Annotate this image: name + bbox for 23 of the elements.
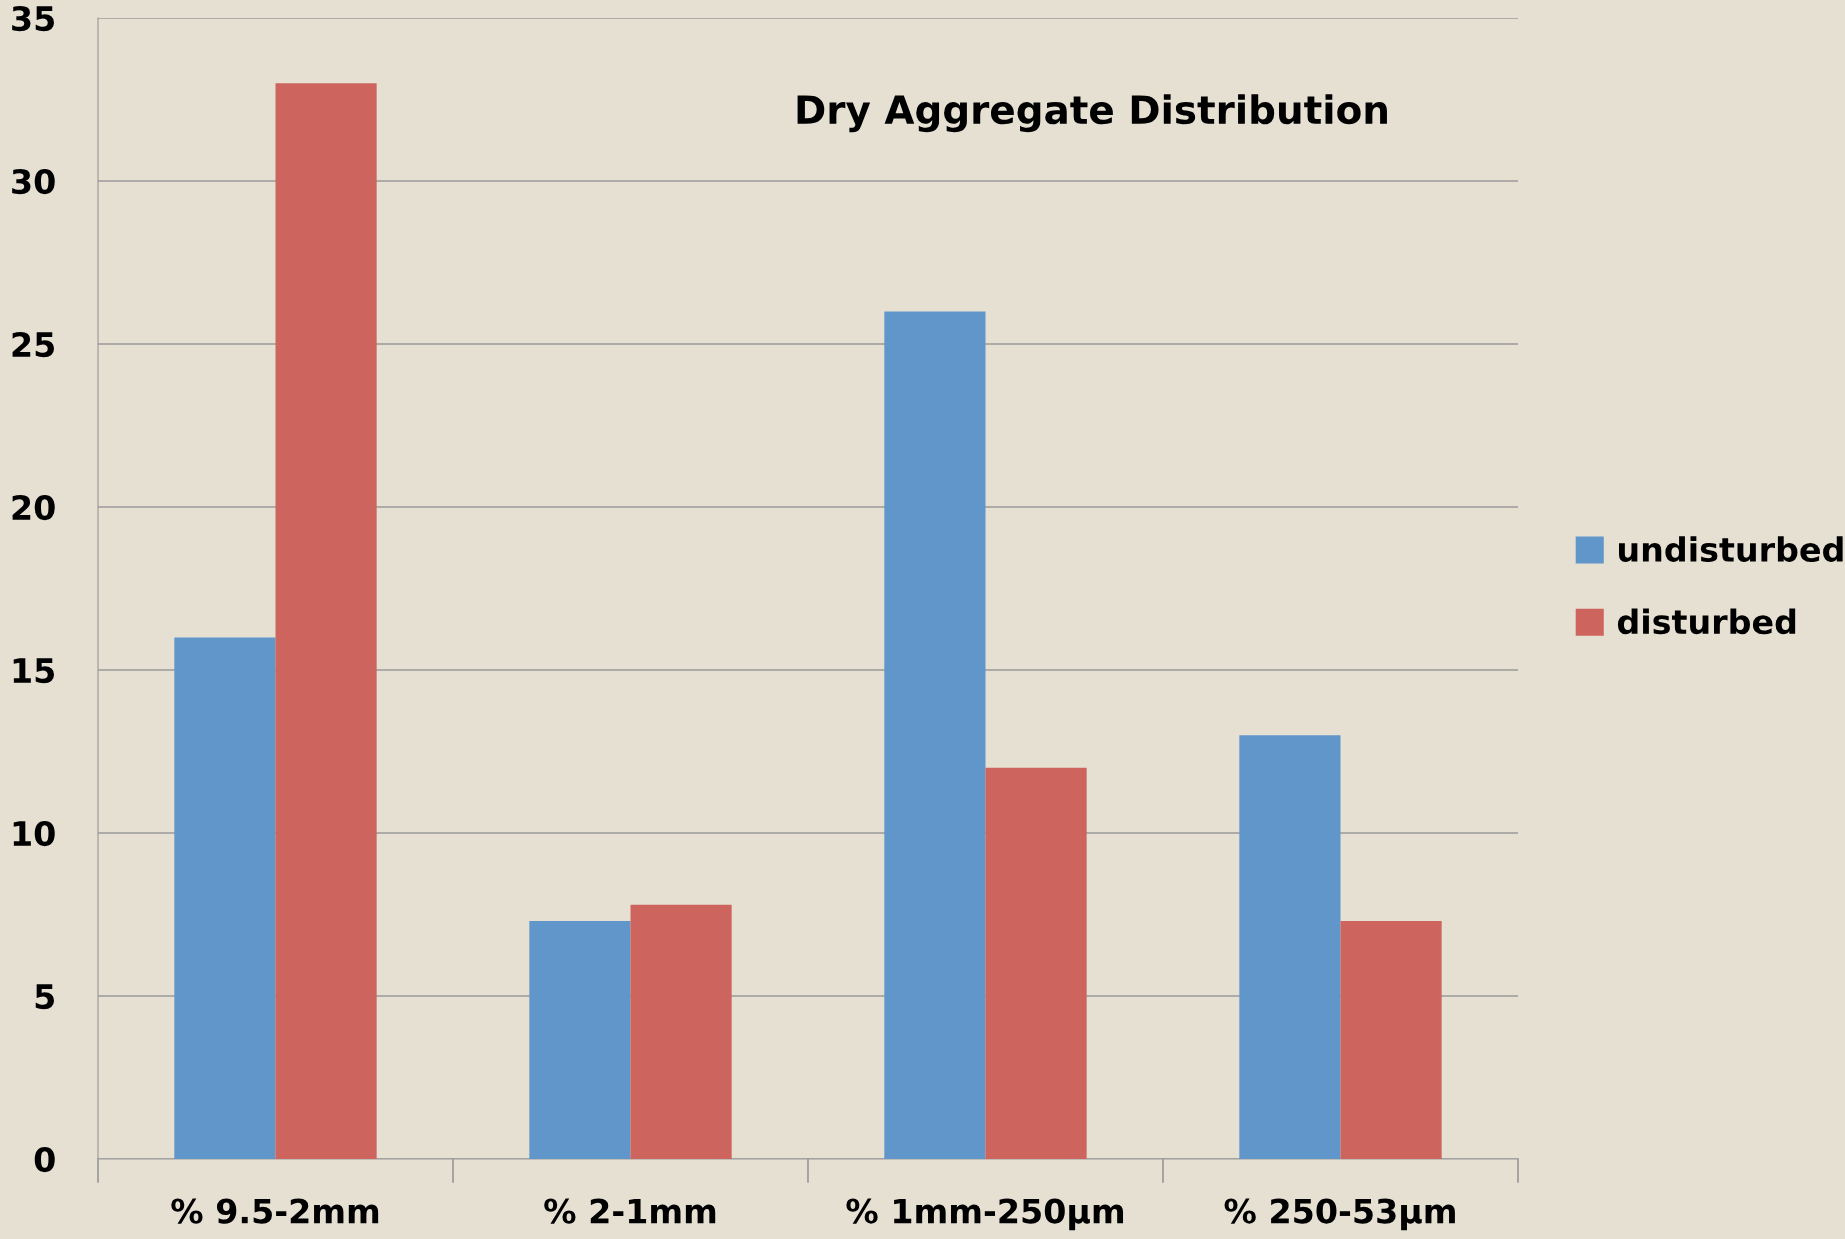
bar xyxy=(174,637,276,1159)
x-tick-label: % 1mm-250µm xyxy=(846,1198,1124,1231)
bar xyxy=(985,767,1087,1159)
y-tick-label: 30 xyxy=(12,168,55,195)
text: Dry Aggregate Distribution xyxy=(797,94,1387,133)
y-tick-label: 10 xyxy=(13,820,55,847)
bar xyxy=(884,311,986,1159)
bar xyxy=(1340,921,1442,1159)
y-tick-label: 35 xyxy=(12,5,55,32)
bar xyxy=(1239,735,1341,1159)
legend-label: disturbed xyxy=(1617,608,1796,635)
y-tick-label: 5 xyxy=(35,984,55,1010)
y-tick-label: 25 xyxy=(12,331,55,358)
y-tick-label: 20 xyxy=(12,494,55,521)
x-tick-label: % 9.5-2mm xyxy=(171,1198,379,1224)
x-tick-label: % 2-1mm xyxy=(544,1198,716,1224)
bar xyxy=(630,904,732,1159)
bar xyxy=(275,83,377,1159)
bar xyxy=(529,921,631,1159)
y-tick-label: 15 xyxy=(13,658,55,684)
x-tick-label: % 250-53µm xyxy=(1224,1198,1455,1231)
y-tick-label: 0 xyxy=(34,1146,55,1173)
legend-label: undisturbed xyxy=(1619,536,1843,563)
